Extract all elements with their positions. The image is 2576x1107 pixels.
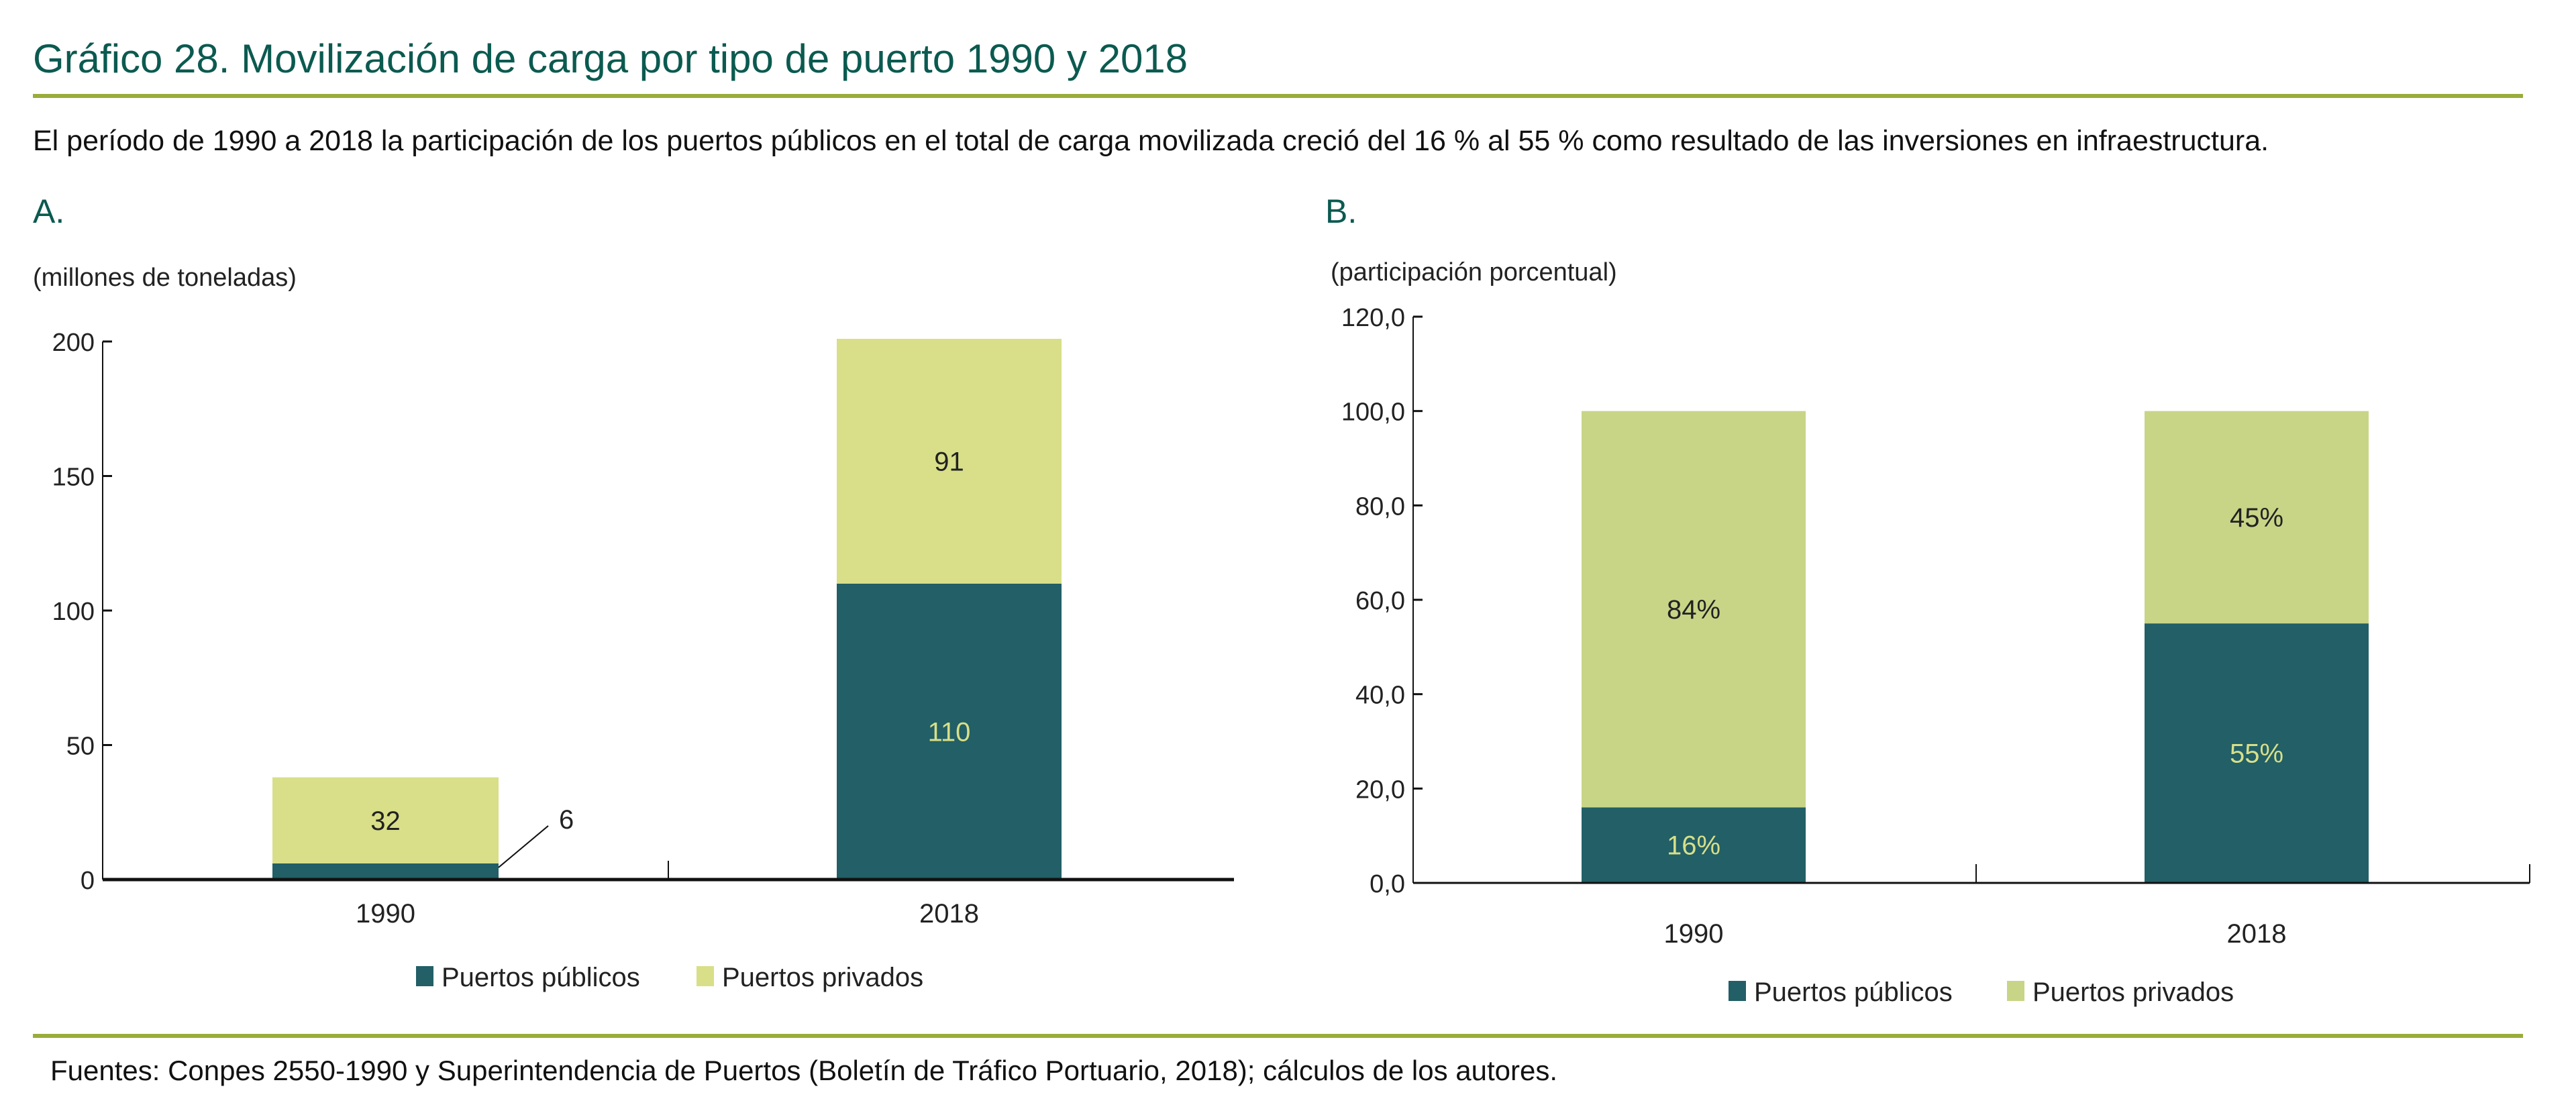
y-tick-label: 200 (52, 329, 95, 357)
legend-label: Puertos privados (2032, 978, 2234, 1007)
y-tick-label: 20,0 (1355, 776, 1405, 804)
bar-private-1990 (272, 777, 499, 863)
chart-subtitle: El período de 1990 a 2018 la participaci… (33, 125, 2269, 157)
data-label: 32 (370, 806, 401, 836)
y-tick-label: 120,0 (1341, 304, 1405, 332)
legend-label: Puertos públicos (1754, 978, 1953, 1007)
y-tick-label: 100,0 (1341, 399, 1405, 427)
data-label: 16% (1667, 831, 1720, 861)
title-rule (33, 94, 2523, 98)
bar-public-2018 (2145, 623, 2369, 883)
source-note: Fuentes: Conpes 2550-1990 y Superintende… (50, 1055, 1557, 1086)
data-label: 110 (928, 717, 971, 747)
panel-label-b: B. (1325, 193, 1357, 230)
data-label: 55% (2230, 739, 2283, 769)
legend-label: Puertos públicos (442, 963, 640, 992)
chart-a: A. (millones de toneladas) 6 32 1990 110 91 2… (33, 193, 1234, 992)
y-axis-title-b: (participación porcentual) (1331, 258, 1617, 286)
y-tick-label: 60,0 (1355, 587, 1405, 615)
y-tick-label: 50 (66, 733, 95, 761)
y-tick-label: 40,0 (1355, 682, 1405, 710)
y-tick-label: 80,0 (1355, 492, 1405, 521)
legend-swatch-public (416, 966, 433, 986)
data-label: 84% (1667, 595, 1720, 625)
data-label: 6 (559, 805, 574, 835)
legend-swatch-private (697, 966, 714, 986)
bar-private-2018 (837, 338, 1062, 584)
legend-swatch-public (1729, 981, 1746, 1001)
chart-title: Gráfico 28. Movilización de carga por ti… (33, 36, 1188, 81)
y-tick-label: 0 (81, 867, 95, 895)
panel-label-a: A. (33, 193, 64, 230)
bar-private-2018 (2145, 411, 2369, 624)
data-label: 45% (2230, 503, 2283, 533)
y-tick-label: 100 (52, 598, 95, 626)
legend-swatch-private (2007, 981, 2024, 1001)
legend-label: Puertos privados (722, 963, 923, 992)
x-tick-label: 2018 (2227, 919, 2287, 949)
y-tick-label: 0,0 (1370, 870, 1405, 898)
footer-rule (33, 1034, 2523, 1038)
x-tick-label: 1990 (356, 899, 415, 929)
x-tick-label: 1990 (1664, 919, 1724, 949)
chart-b: B. (participación porcentual) 16% 84% 1990… (1325, 193, 2530, 1007)
data-label: 91 (934, 447, 964, 476)
bar-private-1990 (1582, 411, 1806, 808)
bar-public-1990 (1582, 807, 1806, 883)
x-tick-label: 2018 (919, 899, 979, 929)
bar-public-2018 (837, 583, 1062, 880)
leader-line (498, 825, 549, 868)
y-axis-title-a: (millones de toneladas) (33, 264, 297, 292)
bar-public-1990 (272, 863, 499, 880)
y-tick-label: 150 (52, 464, 95, 492)
